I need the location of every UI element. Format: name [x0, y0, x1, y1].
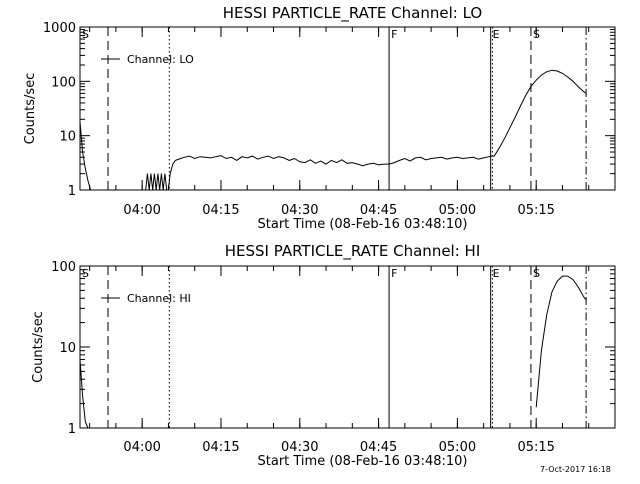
timestamp: 7-Oct-2017 16:18 [540, 465, 611, 474]
time-marker-label: E [493, 28, 500, 41]
plot-frame [79, 26, 616, 191]
y-tick-label: 10 [59, 130, 76, 145]
plot-frame [79, 265, 616, 429]
x-tick-label: 04:15 [202, 203, 239, 218]
series-line [535, 275, 587, 408]
x-tick-label: 04:30 [281, 203, 318, 218]
y-tick-label: 1 [68, 184, 76, 199]
x-tick-label: 05:00 [439, 440, 476, 455]
series-line [79, 69, 587, 191]
x-axis-label: Start Time (08-Feb-16 03:48:10) [258, 217, 468, 232]
y-axis-label: Counts/sec [31, 311, 46, 383]
chart-title: HESSI PARTICLE_RATE Channel: HI [225, 242, 481, 261]
y-tick-label: 100 [51, 75, 76, 90]
y-tick-label: 1 [68, 422, 76, 437]
time-marker-label: S [82, 267, 89, 280]
panel-lo: HESSI PARTICLE_RATE Channel: LO 1 10 100 100… [23, 4, 616, 232]
legend-label: Channel: LO [127, 53, 194, 66]
x-tick-label: 04:45 [360, 440, 397, 455]
x-tick-label: 05:15 [517, 440, 554, 455]
time-marker-label: F [391, 267, 397, 280]
x-tick-label: 05:15 [517, 203, 554, 218]
y-axis-label: Counts/sec [23, 73, 38, 145]
time-marker-label: S [533, 28, 540, 41]
x-tick-label: 05:00 [439, 203, 476, 218]
series-line [79, 359, 89, 429]
time-marker-label: E [493, 267, 500, 280]
time-marker-label: S [82, 28, 89, 41]
x-tick-label: 04:45 [360, 203, 397, 218]
x-tick-label: 04:00 [123, 203, 160, 218]
time-marker-label: S [533, 267, 540, 280]
chart-title: HESSI PARTICLE_RATE Channel: LO [223, 4, 482, 23]
legend-label: Channel: HI [127, 292, 191, 305]
y-tick-label: 1000 [43, 21, 76, 36]
x-axis-label: Start Time (08-Feb-16 03:48:10) [258, 454, 468, 469]
x-tick-label: 04:00 [123, 440, 160, 455]
panel-hi: HESSI PARTICLE_RATE Channel: HI 1 10 100 04:… [31, 242, 616, 469]
time-marker-label: F [391, 28, 397, 41]
x-tick-label: 04:15 [202, 440, 239, 455]
x-tick-label: 04:30 [281, 440, 318, 455]
y-tick-label: 10 [59, 341, 76, 356]
y-tick-label: 100 [51, 260, 76, 275]
